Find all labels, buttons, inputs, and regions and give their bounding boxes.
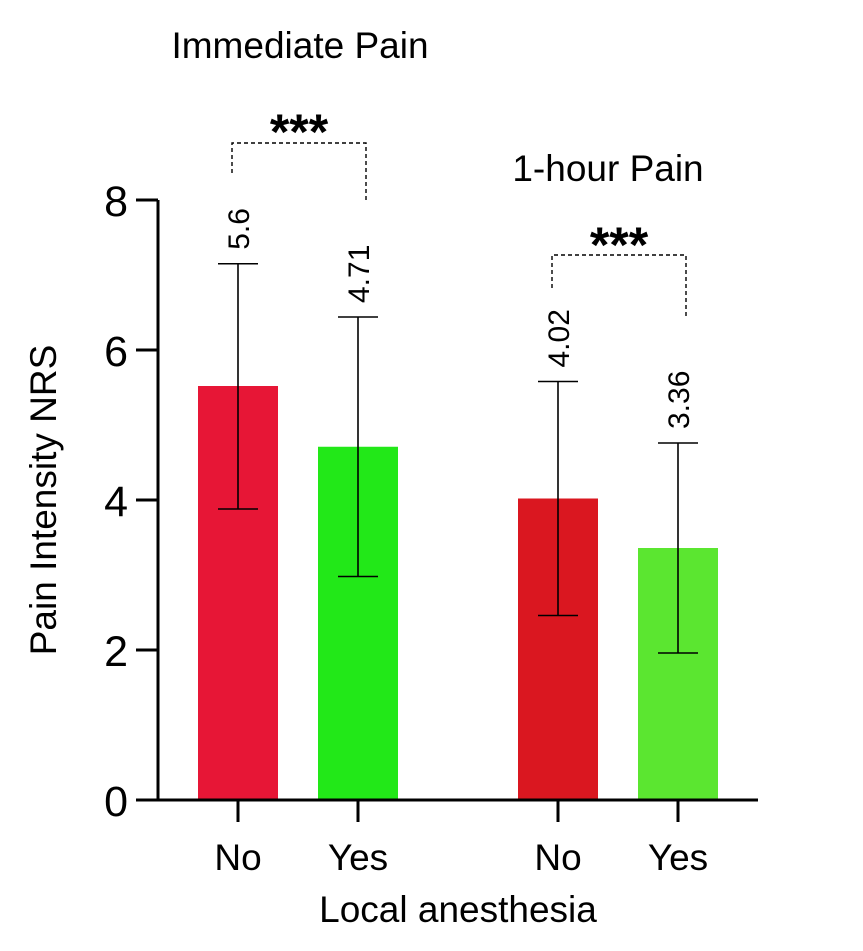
x-tick-label: Yes bbox=[648, 837, 708, 878]
y-axis-title: Pain Intensity NRS bbox=[23, 345, 64, 656]
axes: 0 2 4 6 8 No Yes No Yes bbox=[104, 178, 758, 878]
x-tick-label: No bbox=[534, 837, 581, 878]
x-tick-label: Yes bbox=[328, 837, 388, 878]
value-label: 5.6 bbox=[223, 208, 256, 250]
x-tick-label: No bbox=[214, 837, 261, 878]
bars bbox=[198, 386, 718, 800]
significance-bracket bbox=[231, 142, 367, 200]
group-title: 1-hour Pain bbox=[512, 148, 703, 189]
y-tick-label: 2 bbox=[104, 628, 128, 676]
value-label: 4.71 bbox=[343, 245, 376, 303]
significance-annotations: *** Immediate Pain *** 1-hour Pain bbox=[171, 25, 704, 316]
significance-bracket bbox=[551, 254, 687, 316]
significance-stars: *** bbox=[270, 104, 329, 160]
value-label: 4.02 bbox=[543, 309, 576, 367]
y-tick-label: 6 bbox=[104, 328, 128, 376]
significance-stars: *** bbox=[590, 217, 649, 273]
group-title: Immediate Pain bbox=[171, 25, 428, 66]
error-bars bbox=[218, 262, 698, 654]
y-tick-label: 4 bbox=[104, 478, 128, 526]
x-axis-title: Local anesthesia bbox=[319, 889, 597, 930]
y-tick-label: 0 bbox=[104, 778, 128, 826]
value-label: 3.36 bbox=[663, 371, 696, 429]
y-tick-label: 8 bbox=[104, 178, 128, 226]
value-labels: 5.6 4.71 4.02 3.36 bbox=[223, 208, 696, 429]
